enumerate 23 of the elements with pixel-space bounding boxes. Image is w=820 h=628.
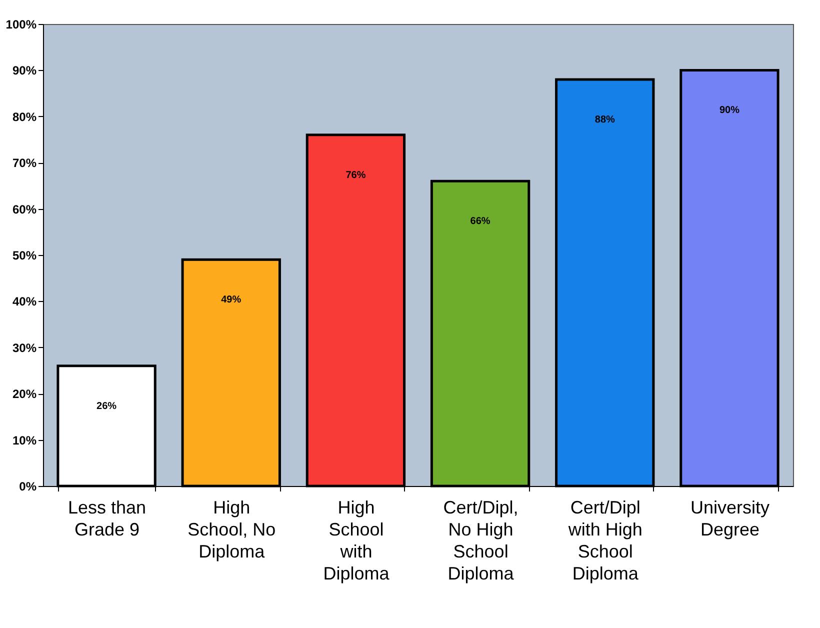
data-label: 66%: [470, 216, 490, 228]
y-tick-label: 30%: [12, 340, 37, 355]
data-label: 26%: [96, 400, 117, 412]
x-tick-label: Cert/Dipl, No High School Diploma: [443, 498, 518, 584]
x-tick-label: High School, No Diploma: [188, 498, 276, 562]
y-tick-label: 60%: [12, 202, 37, 216]
y-tick-label: 20%: [12, 387, 37, 402]
y-tick-label: 90%: [12, 64, 37, 78]
x-tick-label: Cert/Dipl with High School Diploma: [567, 498, 642, 584]
y-tick-label: 10%: [12, 433, 37, 448]
y-tick-label: 100%: [6, 18, 37, 32]
y-tick-label: 40%: [12, 294, 37, 309]
data-label: 88%: [594, 114, 615, 126]
y-tick-label: 80%: [12, 110, 37, 124]
y-tick-label: 0%: [19, 480, 37, 494]
x-tick-label: High School with Diploma: [323, 498, 390, 584]
data-label: 49%: [221, 294, 242, 306]
data-label: 76%: [346, 170, 366, 181]
data-label: 90%: [719, 105, 740, 116]
x-tick-label: University Degree: [690, 498, 770, 540]
y-tick-label: 50%: [12, 248, 37, 262]
y-tick-label: 70%: [12, 156, 37, 170]
x-tick-label: Less than Grade 9: [68, 498, 146, 540]
